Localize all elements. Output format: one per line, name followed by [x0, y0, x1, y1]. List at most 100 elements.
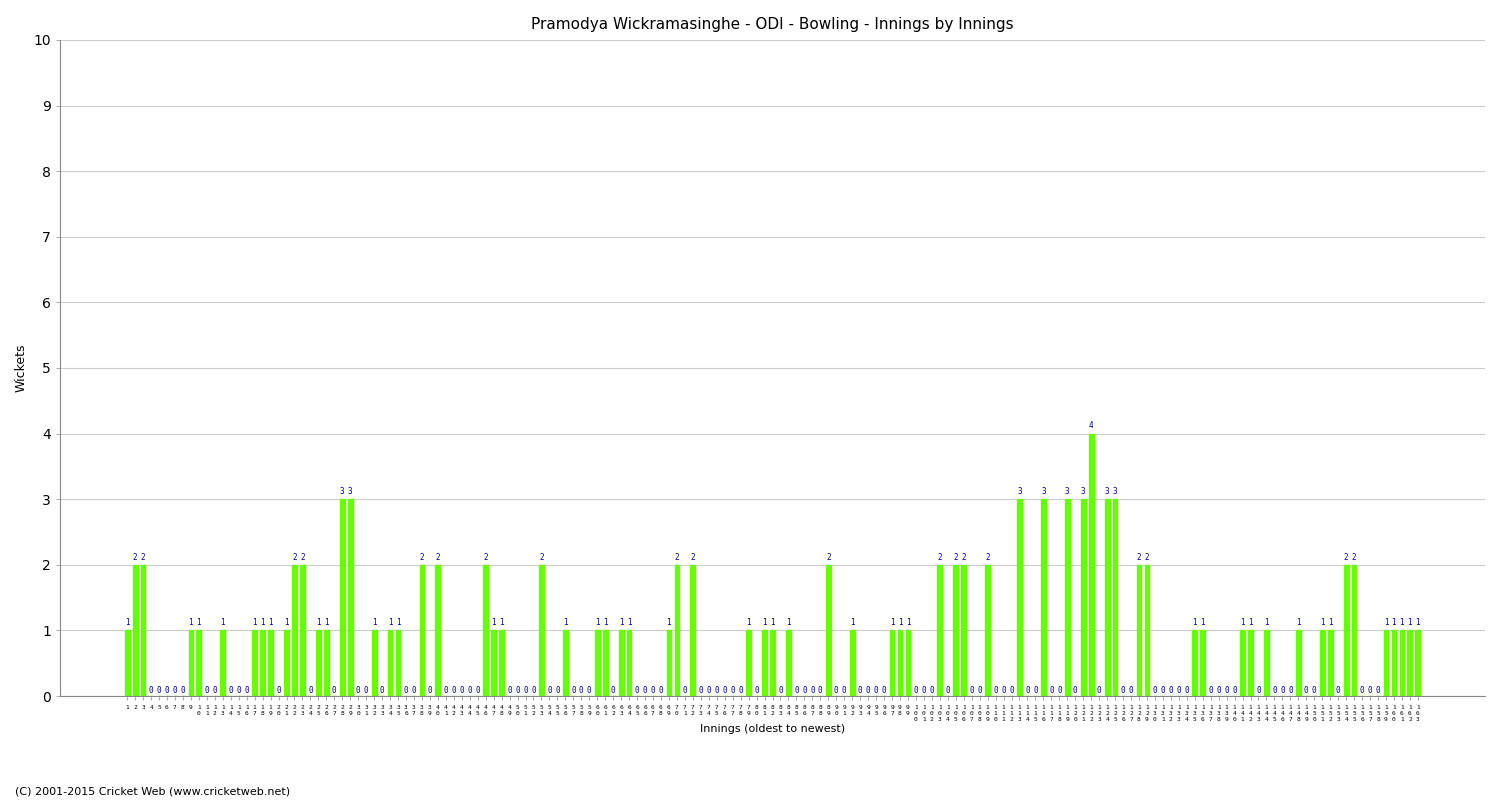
Text: 1: 1: [850, 618, 855, 627]
Text: 0: 0: [706, 686, 711, 694]
Text: 0: 0: [1336, 686, 1341, 694]
Text: 2: 2: [141, 553, 146, 562]
Bar: [316, 630, 321, 696]
Text: 0: 0: [332, 686, 336, 694]
Text: 0: 0: [865, 686, 870, 694]
Text: 0: 0: [1280, 686, 1284, 694]
Text: 0: 0: [810, 686, 814, 694]
Bar: [1400, 630, 1404, 696]
Bar: [1089, 434, 1094, 696]
Bar: [300, 565, 304, 696]
Text: 1: 1: [500, 618, 504, 627]
Bar: [596, 630, 600, 696]
Bar: [954, 565, 958, 696]
Text: 0: 0: [452, 686, 456, 694]
Text: 2: 2: [538, 553, 544, 562]
Text: 0: 0: [794, 686, 798, 694]
Bar: [500, 630, 504, 696]
Text: 2: 2: [292, 553, 297, 562]
Text: 3: 3: [1082, 487, 1086, 496]
Text: 2: 2: [954, 553, 958, 562]
Text: 1: 1: [1296, 618, 1300, 627]
Text: 0: 0: [682, 686, 687, 694]
Bar: [1383, 630, 1389, 696]
Bar: [1264, 630, 1269, 696]
Bar: [1320, 630, 1324, 696]
Bar: [124, 630, 129, 696]
Text: 1: 1: [1192, 618, 1197, 627]
Text: 0: 0: [634, 686, 639, 694]
Bar: [1240, 630, 1245, 696]
Bar: [562, 630, 567, 696]
Bar: [1296, 630, 1300, 696]
Bar: [603, 630, 608, 696]
Text: 0: 0: [459, 686, 464, 694]
Bar: [396, 630, 400, 696]
Text: 0: 0: [834, 686, 839, 694]
Text: 1: 1: [762, 618, 766, 627]
Text: 0: 0: [1058, 686, 1062, 694]
Text: 1: 1: [1320, 618, 1324, 627]
Text: 0: 0: [411, 686, 417, 694]
Text: 0: 0: [1233, 686, 1238, 694]
Bar: [618, 630, 624, 696]
Bar: [827, 565, 831, 696]
Text: 0: 0: [1176, 686, 1180, 694]
Text: 0: 0: [723, 686, 728, 694]
Text: 2: 2: [300, 553, 304, 562]
Text: 0: 0: [642, 686, 648, 694]
Text: 1: 1: [1407, 618, 1412, 627]
Bar: [786, 630, 790, 696]
Bar: [906, 630, 910, 696]
Text: 0: 0: [1010, 686, 1014, 694]
Text: 1: 1: [627, 618, 632, 627]
Text: 0: 0: [548, 686, 552, 694]
Text: 0: 0: [1368, 686, 1372, 694]
Text: 1: 1: [747, 618, 752, 627]
Bar: [1192, 630, 1197, 696]
Text: 0: 0: [156, 686, 162, 694]
Text: 1: 1: [1264, 618, 1269, 627]
Text: 0: 0: [714, 686, 718, 694]
Bar: [372, 630, 376, 696]
Text: 1: 1: [890, 618, 894, 627]
Text: 1: 1: [596, 618, 600, 627]
Text: 0: 0: [658, 686, 663, 694]
Text: 1: 1: [666, 618, 670, 627]
Text: 0: 0: [1161, 686, 1166, 694]
Bar: [483, 565, 488, 696]
Text: 3: 3: [1113, 487, 1118, 496]
Bar: [938, 565, 942, 696]
Text: 0: 0: [579, 686, 584, 694]
Bar: [141, 565, 146, 696]
Text: 2: 2: [1344, 553, 1348, 562]
Text: 0: 0: [1034, 686, 1038, 694]
Text: 3: 3: [340, 487, 345, 496]
Text: 0: 0: [818, 686, 822, 694]
Text: 0: 0: [380, 686, 384, 694]
Bar: [1352, 565, 1356, 696]
Text: 0: 0: [969, 686, 974, 694]
Bar: [538, 565, 544, 696]
Text: 1: 1: [261, 618, 266, 627]
Text: 0: 0: [364, 686, 369, 694]
Bar: [1407, 630, 1413, 696]
Text: 0: 0: [945, 686, 950, 694]
Text: 2: 2: [827, 553, 831, 562]
Text: 1: 1: [1200, 618, 1204, 627]
Text: 0: 0: [524, 686, 528, 694]
Text: 1: 1: [1392, 618, 1396, 627]
Text: 0: 0: [308, 686, 312, 694]
Text: 1: 1: [620, 618, 624, 627]
Bar: [1144, 565, 1149, 696]
Text: 0: 0: [531, 686, 536, 694]
Bar: [340, 499, 345, 696]
Text: 0: 0: [1360, 686, 1365, 694]
Text: 3: 3: [1017, 487, 1022, 496]
Text: 0: 0: [228, 686, 232, 694]
Text: 0: 0: [1120, 686, 1125, 694]
Bar: [260, 630, 266, 696]
Text: 0: 0: [586, 686, 591, 694]
Text: 0: 0: [778, 686, 783, 694]
Text: 0: 0: [404, 686, 408, 694]
